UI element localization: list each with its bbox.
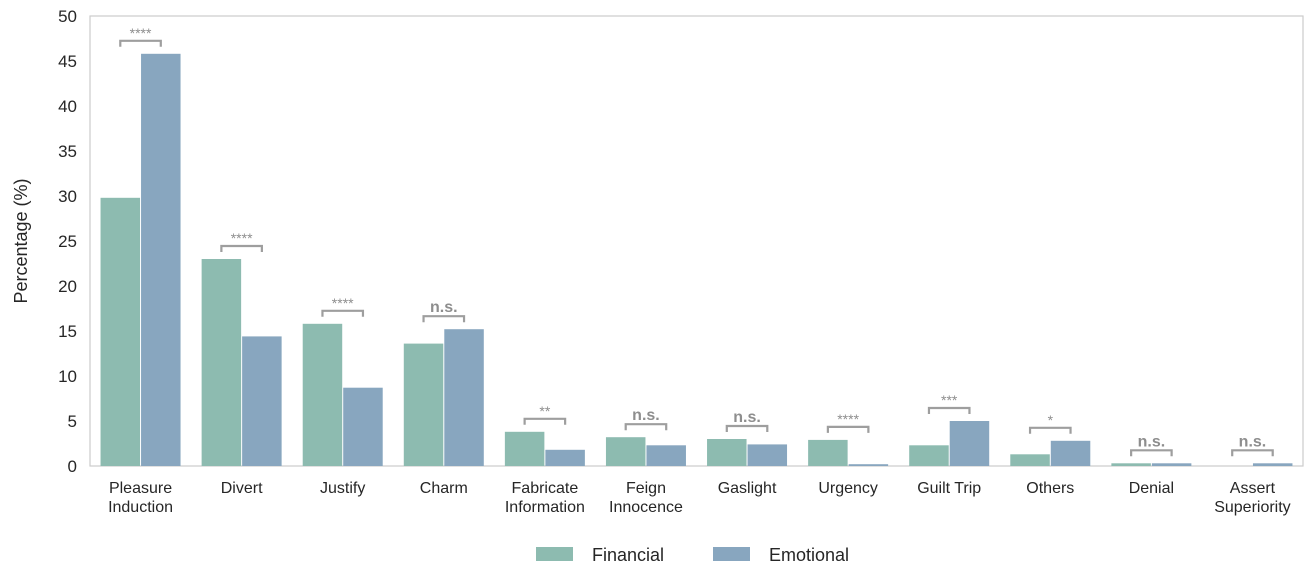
x-tick-label-line: Fabricate bbox=[512, 480, 579, 497]
x-tick-label-line: Pleasure bbox=[109, 480, 172, 497]
significance-bracket bbox=[624, 423, 668, 431]
y-tick-label: 20 bbox=[58, 277, 77, 296]
significance-bracket bbox=[1231, 449, 1274, 457]
significance-bracket bbox=[927, 406, 971, 414]
x-tick-label-line: Superiority bbox=[1214, 499, 1290, 516]
significance-label: n.s. bbox=[430, 299, 458, 316]
bar-emotional-charm bbox=[444, 329, 484, 466]
bar-financial-others bbox=[1010, 454, 1050, 466]
bar-emotional-gaslight bbox=[747, 444, 788, 466]
bar-emotional-fabricate-information bbox=[545, 449, 585, 466]
bar-financial-feign-innocence bbox=[605, 437, 646, 466]
significance-label: **** bbox=[231, 230, 253, 246]
y-tick-label: 40 bbox=[58, 97, 77, 116]
y-tick-label: 35 bbox=[58, 142, 77, 161]
significance-label: n.s. bbox=[733, 409, 761, 426]
significance-bracket bbox=[220, 244, 263, 252]
y-axis-label: Percentage (%) bbox=[11, 178, 31, 303]
bar-financial-gaslight bbox=[707, 439, 747, 466]
significance-bracket bbox=[725, 424, 769, 432]
bar-financial-urgency bbox=[808, 439, 848, 466]
significance-bracket bbox=[422, 315, 466, 323]
significance-label: **** bbox=[332, 295, 354, 311]
y-ticks: 0 5 10 15 20 25 30 35 40 45 50 bbox=[58, 7, 77, 476]
significance-label: **** bbox=[837, 411, 859, 427]
bar-emotional-feign-innocence bbox=[646, 445, 686, 466]
significance-label: n.s. bbox=[1239, 433, 1267, 450]
x-ticks: Pleasure Induction Divert Justify Charm Fabri… bbox=[108, 480, 1291, 516]
x-tick-label: Justify bbox=[320, 480, 365, 497]
plot-frame bbox=[89, 15, 1304, 467]
x-tick-label-line: Justify bbox=[320, 480, 365, 497]
x-tick-label-line: Others bbox=[1026, 480, 1074, 497]
bar-financial-fabricate-information bbox=[504, 431, 545, 466]
x-tick-label-line: Gaslight bbox=[718, 480, 777, 497]
y-tick-label: 45 bbox=[58, 52, 77, 71]
bar-emotional-justify bbox=[343, 387, 383, 466]
bar-emotional-urgency bbox=[848, 464, 889, 466]
legend-label-financial: Financial bbox=[592, 545, 664, 565]
legend-swatch-financial bbox=[536, 547, 573, 561]
bars-layer bbox=[100, 53, 1293, 467]
x-tick-label-line: Guilt Trip bbox=[917, 480, 981, 497]
legend: Financial Emotional bbox=[536, 545, 849, 565]
significance-label: ** bbox=[539, 403, 550, 419]
legend-swatch-emotional bbox=[713, 547, 750, 561]
x-tick-label-line: Feign bbox=[626, 480, 666, 497]
x-tick-label: Denial bbox=[1129, 480, 1174, 497]
x-tick-label: Urgency bbox=[818, 480, 878, 497]
x-tick-label-line: Divert bbox=[221, 480, 263, 497]
y-tick-label: 5 bbox=[68, 412, 77, 431]
x-tick-label: Guilt Trip bbox=[917, 480, 981, 497]
x-tick-label: Assert Superiority bbox=[1214, 480, 1290, 516]
significance-label: *** bbox=[941, 392, 958, 408]
bar-emotional-denial bbox=[1151, 463, 1192, 466]
significance-label: **** bbox=[130, 25, 152, 41]
x-tick-label: Divert bbox=[221, 480, 263, 497]
y-tick-label: 30 bbox=[58, 187, 77, 206]
significance-bracket bbox=[523, 417, 567, 425]
bar-financial-denial bbox=[1111, 463, 1151, 466]
y-tick-label: 25 bbox=[58, 232, 77, 251]
significance-bracket bbox=[826, 425, 870, 433]
bar-financial-justify bbox=[302, 323, 343, 466]
legend-label-emotional: Emotional bbox=[769, 545, 849, 565]
x-tick-label: Feign Innocence bbox=[609, 480, 683, 516]
y-tick-label: 10 bbox=[58, 367, 77, 386]
significance-label: * bbox=[1048, 412, 1054, 428]
x-tick-label: Others bbox=[1026, 480, 1074, 497]
bar-financial-pleasure-induction bbox=[100, 197, 141, 467]
bar-financial-divert bbox=[201, 259, 242, 466]
significance-bracket bbox=[1130, 449, 1173, 457]
x-tick-label-line: Assert bbox=[1230, 480, 1276, 497]
x-tick-label-line: Denial bbox=[1129, 480, 1174, 497]
significance-bracket bbox=[1028, 426, 1072, 434]
bar-emotional-guilt-trip bbox=[949, 421, 990, 466]
bar-emotional-assert-superiority bbox=[1252, 463, 1293, 466]
bar-emotional-others bbox=[1050, 440, 1091, 466]
bar-financial-guilt-trip bbox=[909, 445, 949, 466]
significance-label: n.s. bbox=[1138, 433, 1166, 450]
x-tick-label-line: Innocence bbox=[609, 499, 683, 516]
y-tick-label: 50 bbox=[58, 7, 77, 26]
significance-layer: ************ n.s.** n.s. n.s. ********n.s. n.… bbox=[119, 25, 1274, 457]
x-tick-label-line: Induction bbox=[108, 499, 173, 516]
x-tick-label-line: Urgency bbox=[818, 480, 878, 497]
significance-label: n.s. bbox=[632, 407, 660, 424]
x-tick-label: Fabricate Information bbox=[505, 480, 585, 516]
x-tick-label: Gaslight bbox=[718, 480, 777, 497]
y-tick-label: 15 bbox=[58, 322, 77, 341]
bar-emotional-divert bbox=[242, 336, 282, 466]
bar-emotional-pleasure-induction bbox=[141, 53, 181, 467]
significance-bracket bbox=[321, 309, 365, 317]
x-tick-label: Charm bbox=[420, 480, 468, 497]
x-tick-label-line: Information bbox=[505, 499, 585, 516]
bar-financial-charm bbox=[403, 343, 444, 466]
y-tick-label: 0 bbox=[68, 457, 77, 476]
x-tick-label: Pleasure Induction bbox=[108, 480, 173, 516]
significance-bracket bbox=[119, 39, 162, 47]
x-tick-label-line: Charm bbox=[420, 480, 468, 497]
